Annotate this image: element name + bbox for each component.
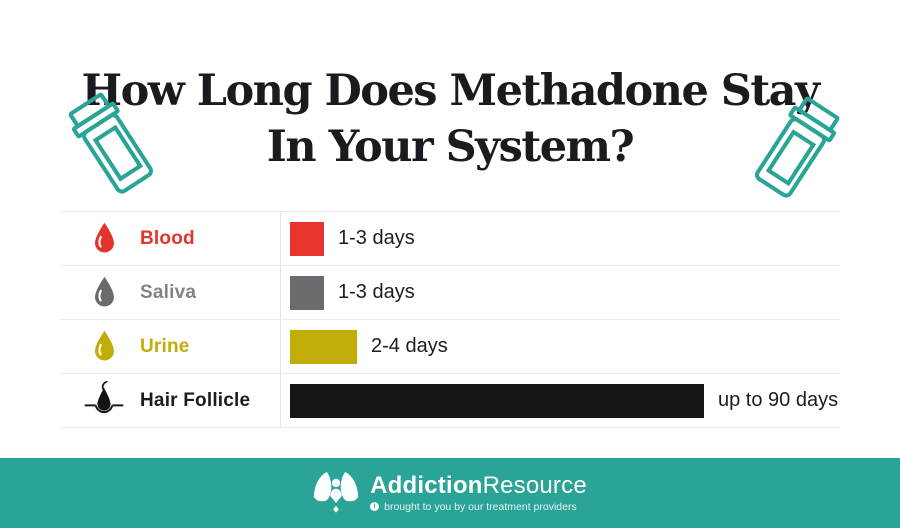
- table-row-saliva: Saliva 1-3 days: [60, 265, 840, 319]
- row-hair-follicle-label: Hair Follicle: [140, 389, 251, 411]
- row-header-urine: Urine: [60, 320, 281, 373]
- table-row-urine: Urine 2-4 days: [60, 319, 840, 373]
- row-urine-value: 2-4 days: [281, 320, 840, 373]
- saliva-bar: [290, 275, 324, 310]
- urine-drop-icon: [83, 330, 125, 363]
- urine-bar: [290, 329, 357, 364]
- row-saliva-value: 1-3 days: [281, 266, 840, 319]
- blood-duration: 1-3 days: [338, 227, 415, 249]
- row-blood-value: 1-3 days: [281, 212, 840, 265]
- pill-bottle-left-icon: [58, 86, 167, 208]
- page-title-line2: In Your System?: [266, 121, 635, 172]
- pill-bottle-right-icon: [740, 90, 849, 212]
- row-header-blood: Blood: [60, 212, 281, 265]
- saliva-drop-icon: [83, 276, 125, 309]
- hair-follicle-bar: [290, 383, 704, 418]
- blood-drop-icon: [83, 222, 125, 255]
- brand-block: AddictionResource i brought to you by ou…: [370, 471, 587, 513]
- row-hair-follicle-value: up to 90 days: [281, 374, 840, 427]
- saliva-duration: 1-3 days: [338, 281, 415, 303]
- urine-duration: 2-4 days: [371, 335, 448, 357]
- footer: AddictionResource i brought to you by ou…: [0, 458, 900, 528]
- row-header-saliva: Saliva: [60, 266, 281, 319]
- page-title-line1: How Long Does Methadone Stay: [81, 65, 820, 116]
- brand-tagline: i brought to you by our treatment provid…: [370, 501, 587, 513]
- info-dot-icon: i: [370, 502, 380, 511]
- table-row-blood: Blood 1-3 days: [60, 211, 840, 265]
- hair-follicle-duration: up to 90 days: [718, 389, 839, 411]
- row-urine-label: Urine: [140, 335, 190, 357]
- table-row-hair-follicle: Hair Follicle up to 90 days: [60, 373, 840, 428]
- row-blood-label: Blood: [140, 227, 195, 249]
- row-header-hair-follicle: Hair Follicle: [60, 374, 281, 427]
- brand-name: AddictionResource: [370, 471, 587, 499]
- blood-bar: [290, 221, 324, 256]
- lotus-logo-icon: [313, 471, 359, 513]
- hair-follicle-icon: [83, 380, 125, 422]
- page-title: How Long Does Methadone Stay In Your Syst…: [0, 63, 900, 175]
- brand-name-bold: Addiction: [370, 471, 483, 499]
- brand-tagline-text: brought to you by our treatment provider…: [384, 500, 577, 513]
- row-saliva-label: Saliva: [140, 281, 197, 303]
- brand-name-regular: Resource: [482, 471, 587, 499]
- detection-table: Blood 1-3 days Saliva 1-3 days: [60, 211, 840, 428]
